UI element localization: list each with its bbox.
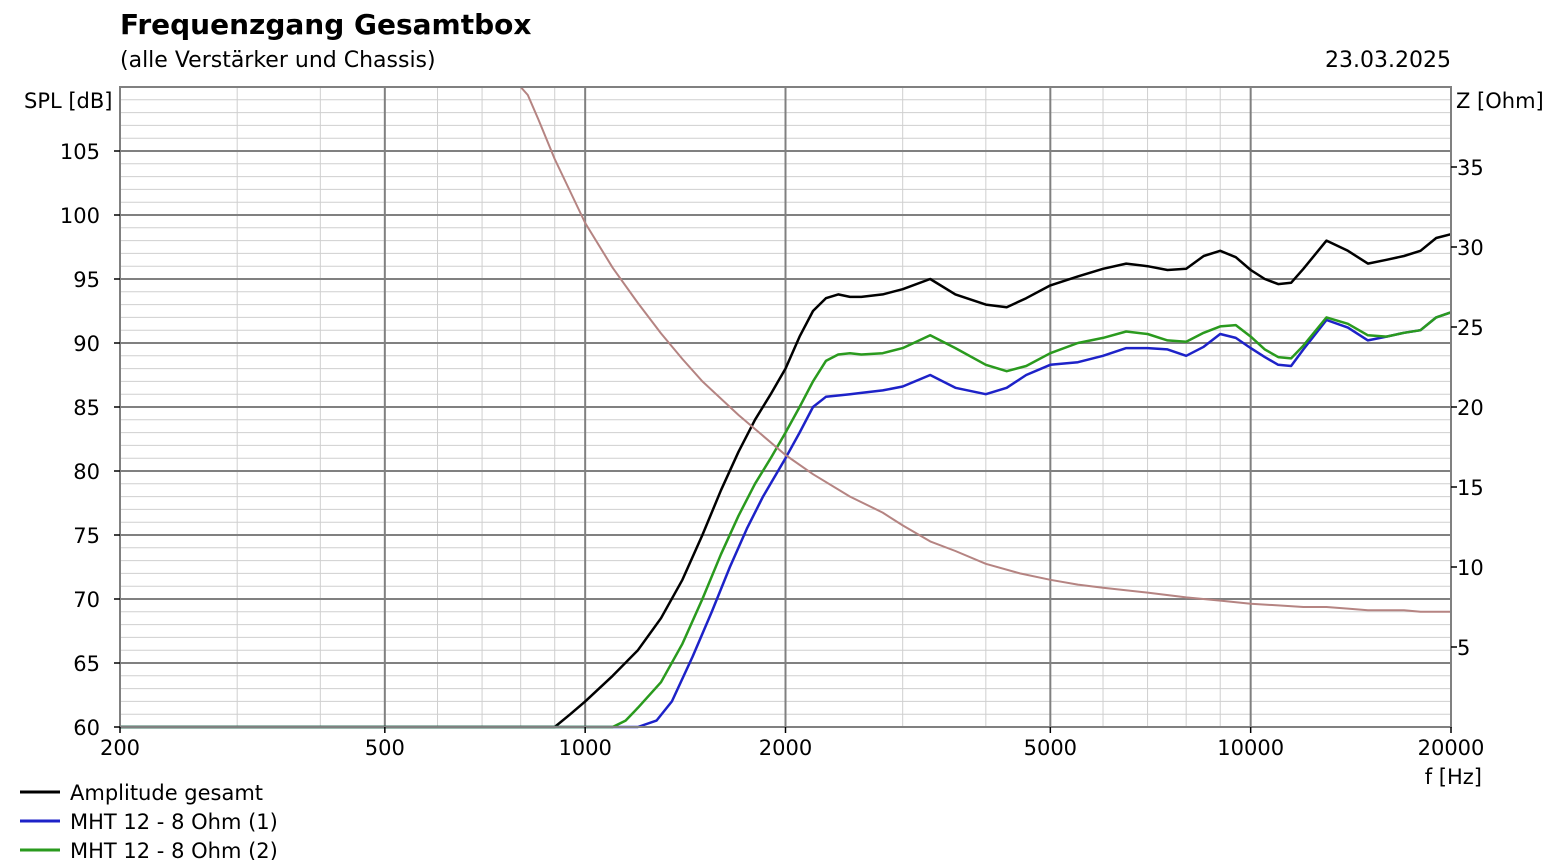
y-tick-label: 95 bbox=[73, 268, 100, 292]
y2-tick-label: 30 bbox=[1457, 236, 1484, 260]
tick-layer: 60 65 70 75 80 85 90 95 100 105 5 10 15 20 25 30 35 200 50… bbox=[60, 140, 1485, 760]
y2-tick-label: 15 bbox=[1457, 476, 1484, 500]
series-line-0 bbox=[120, 232, 1452, 729]
x-tick-label: 5000 bbox=[1024, 736, 1077, 760]
y-tick-label: 90 bbox=[73, 332, 100, 356]
y-tick-label: 70 bbox=[73, 588, 100, 612]
series-line-1 bbox=[120, 311, 1452, 729]
y-tick-label: 75 bbox=[73, 524, 100, 548]
y-tick-label: 65 bbox=[73, 652, 100, 676]
y-tick-label: 60 bbox=[73, 716, 100, 740]
y2-axis-label: Z [Ohm] bbox=[1456, 89, 1544, 113]
y-tick-label: 80 bbox=[73, 460, 100, 484]
chart-date: 23.03.2025 bbox=[1325, 48, 1451, 73]
y2-tick-label: 35 bbox=[1457, 156, 1484, 180]
chart-title: Frequenzgang Gesamtbox bbox=[120, 8, 532, 41]
y-axis-label: SPL [dB] bbox=[24, 89, 113, 113]
legend: Amplitude gesamt MHT 12 - 8 Ohm (1) MHT 12… bbox=[20, 781, 278, 860]
major-grid bbox=[120, 87, 1451, 727]
x-tick-label: 2000 bbox=[759, 736, 812, 760]
y2-tick-label: 10 bbox=[1457, 556, 1484, 580]
series-line-3 bbox=[120, 86, 1451, 613]
legend-label-1: MHT 12 - 8 Ohm (1) bbox=[70, 810, 278, 834]
series-layer bbox=[120, 86, 1452, 729]
series-line-2 bbox=[120, 311, 1452, 729]
x-tick-label: 10000 bbox=[1217, 736, 1284, 760]
chart-subtitle: (alle Verstärker und Chassis) bbox=[120, 48, 436, 73]
x-axis-label: f [Hz] bbox=[1425, 765, 1482, 789]
y-tick-label: 105 bbox=[60, 140, 100, 164]
y2-tick-label: 20 bbox=[1457, 396, 1484, 420]
y-tick-label: 85 bbox=[73, 396, 100, 420]
y-tick-label: 100 bbox=[60, 204, 100, 228]
x-tick-label: 500 bbox=[365, 736, 405, 760]
y2-tick-label: 5 bbox=[1457, 636, 1470, 660]
x-tick-label: 20000 bbox=[1418, 736, 1485, 760]
legend-label-0: Amplitude gesamt bbox=[70, 781, 263, 805]
legend-label-2: MHT 12 - 8 Ohm (2) bbox=[70, 839, 278, 860]
x-tick-label: 1000 bbox=[558, 736, 611, 760]
x-tick-label: 200 bbox=[100, 736, 140, 760]
y2-tick-label: 25 bbox=[1457, 316, 1484, 340]
